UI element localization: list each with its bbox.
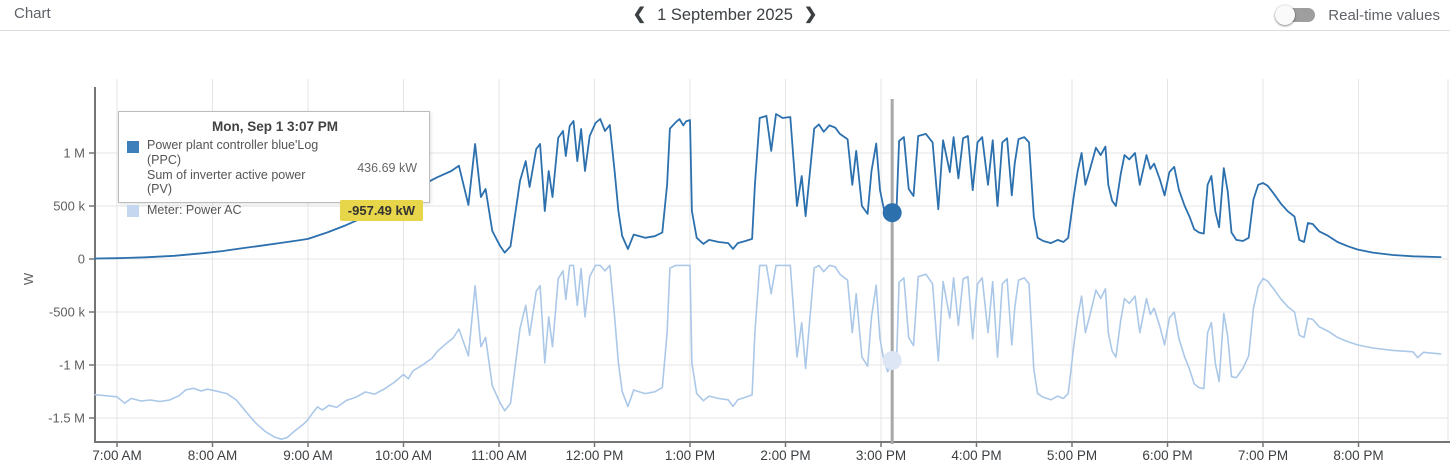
tooltip-row-meter: Meter: Power AC -957.49 kW bbox=[127, 200, 423, 221]
ppc-series-swatch-icon bbox=[127, 141, 139, 153]
realtime-toggle[interactable] bbox=[1275, 5, 1317, 25]
tooltip-title: Mon, Sep 1 3:07 PM bbox=[211, 119, 339, 134]
toggle-knob-icon bbox=[1275, 5, 1296, 25]
y-tick-label: -1.5 M bbox=[48, 411, 85, 426]
next-day-button[interactable]: ❯ bbox=[803, 6, 818, 23]
tooltip-value-meter: -957.49 kW bbox=[339, 200, 423, 221]
y-axis-unit-label: W bbox=[21, 272, 36, 285]
x-tick-label: 8:00 PM bbox=[1333, 448, 1383, 463]
x-tick-label: 3:00 PM bbox=[856, 448, 906, 463]
x-tick-label: 11:00 AM bbox=[471, 448, 527, 463]
chart-tooltip: Mon, Sep 1 3:07 PM Power plant controlle… bbox=[118, 111, 430, 221]
chart-area[interactable]: 1 M 500 k 0 -500 k -1 M -1.5 M 7:00 AM 8:00 AM 9… bbox=[0, 31, 1450, 472]
cursor-dot-meter bbox=[882, 350, 902, 370]
x-tick-label: 1:00 PM bbox=[665, 448, 715, 463]
x-tick-label: 5:00 PM bbox=[1047, 448, 1097, 463]
date-label: 1 September 2025 bbox=[657, 5, 793, 24]
x-tick-label: 12:00 PM bbox=[566, 448, 624, 463]
prev-day-button[interactable]: ❮ bbox=[632, 6, 647, 23]
y-tick-label: -500 k bbox=[49, 305, 86, 320]
y-tick-label: 1 M bbox=[63, 146, 85, 161]
tooltip-value-ppc: 436.69 kW bbox=[357, 160, 417, 175]
y-tick-label: 0 bbox=[78, 252, 85, 267]
cursor-dot-ppc bbox=[882, 203, 902, 223]
tooltip-label-meter: Meter: Power AC bbox=[147, 203, 242, 218]
series-line-meter bbox=[94, 264, 1442, 441]
x-tick-label: 8:00 AM bbox=[188, 448, 238, 463]
x-tick-label: 9:00 AM bbox=[283, 448, 333, 463]
header-bar: Chart ❮ 1 September 2025 ❯ Real-time val… bbox=[0, 0, 1450, 31]
realtime-control: Real-time values bbox=[1275, 0, 1440, 30]
y-tick-label: -1 M bbox=[59, 358, 85, 373]
page-title: Chart bbox=[14, 5, 51, 22]
x-tick-label: 4:00 PM bbox=[951, 448, 1001, 463]
tooltip-label-ppc: Power plant controller blue'Log (PPC) Su… bbox=[147, 138, 319, 197]
x-tick-label: 6:00 PM bbox=[1142, 448, 1192, 463]
x-tick-label: 2:00 PM bbox=[760, 448, 810, 463]
realtime-toggle-label: Real-time values bbox=[1328, 6, 1440, 24]
x-tick-label: 7:00 AM bbox=[92, 448, 142, 463]
x-tick-label: 7:00 PM bbox=[1238, 448, 1288, 463]
meter-series-swatch-icon bbox=[127, 204, 139, 217]
date-nav: ❮ 1 September 2025 ❯ bbox=[0, 0, 1450, 30]
x-tick-label: 10:00 AM bbox=[375, 448, 432, 463]
y-tick-label: 500 k bbox=[53, 199, 85, 214]
tooltip-row-ppc: Power plant controller blue'Log (PPC) Su… bbox=[127, 138, 423, 197]
chart-svg: 1 M 500 k 0 -500 k -1 M -1.5 M 7:00 AM 8:00 AM 9… bbox=[21, 79, 1450, 463]
